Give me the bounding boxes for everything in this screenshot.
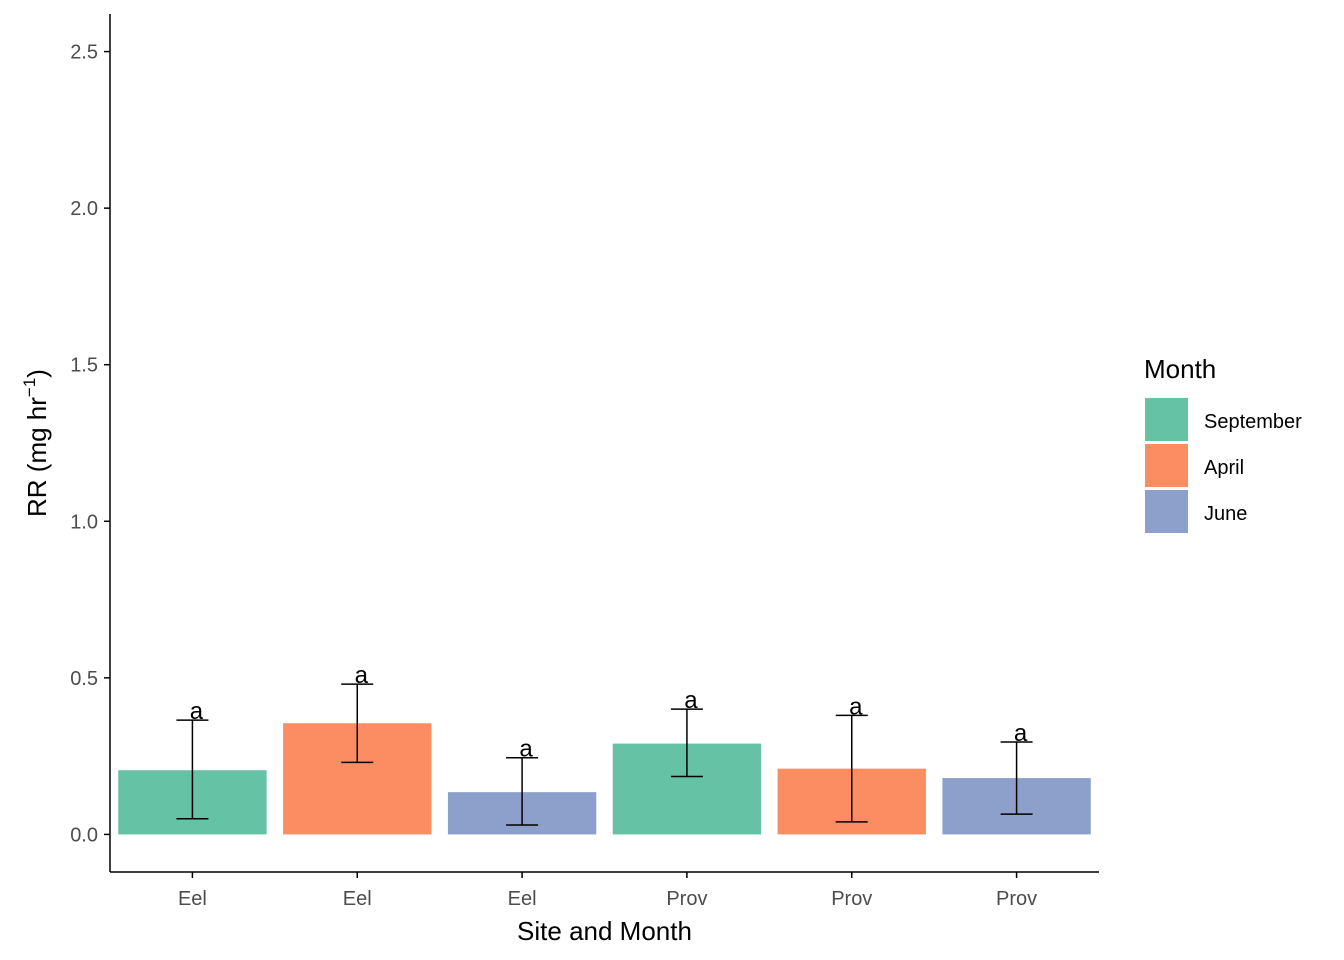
- significance-label: a: [684, 687, 698, 714]
- y-axis-title-superscript: −1: [20, 378, 39, 397]
- y-axis-title-close: ): [22, 369, 52, 378]
- legend-swatch: [1145, 398, 1188, 441]
- significance-labels: a a a a a a: [190, 662, 1028, 763]
- y-tick-label: 1.0: [70, 511, 98, 533]
- x-tick-label: Prov: [996, 888, 1037, 910]
- significance-label: a: [849, 693, 863, 720]
- bars: [118, 723, 1091, 835]
- x-tick-label: Eel: [178, 888, 207, 910]
- legend-swatch: [1145, 490, 1188, 533]
- x-tick-label: Eel: [343, 888, 372, 910]
- legend-label: April: [1204, 457, 1244, 479]
- significance-label: a: [190, 698, 204, 725]
- legend-label: September: [1204, 411, 1302, 433]
- significance-label: a: [355, 662, 369, 689]
- x-tick-label: Prov: [831, 888, 872, 910]
- y-tick-label: 2.0: [70, 198, 98, 220]
- y-tick-label: 2.5: [70, 42, 98, 64]
- legend-items: September April June: [1145, 398, 1302, 533]
- x-axis-ticks: Eel Eel Eel Prov Prov Prov: [178, 872, 1037, 910]
- legend-label: June: [1204, 503, 1247, 525]
- y-tick-label: 1.5: [70, 355, 98, 377]
- legend: Month September April June: [1144, 354, 1302, 533]
- y-axis-title: RR (mg hr−1): [20, 369, 52, 517]
- legend-swatch: [1145, 444, 1188, 487]
- error-bars: [176, 683, 1033, 826]
- x-tick-label: Eel: [508, 888, 537, 910]
- y-axis-title-main: RR (mg hr: [22, 397, 52, 517]
- y-tick-label: 0.0: [70, 824, 98, 846]
- y-axis-ticks: 0.0 0.5 1.0 1.5 2.0 2.5: [70, 42, 110, 846]
- y-tick-label: 0.5: [70, 668, 98, 690]
- x-axis-title: Site and Month: [517, 916, 692, 946]
- legend-title: Month: [1144, 354, 1216, 384]
- x-tick-label: Prov: [666, 888, 707, 910]
- significance-label: a: [1014, 720, 1028, 747]
- significance-label: a: [519, 736, 533, 763]
